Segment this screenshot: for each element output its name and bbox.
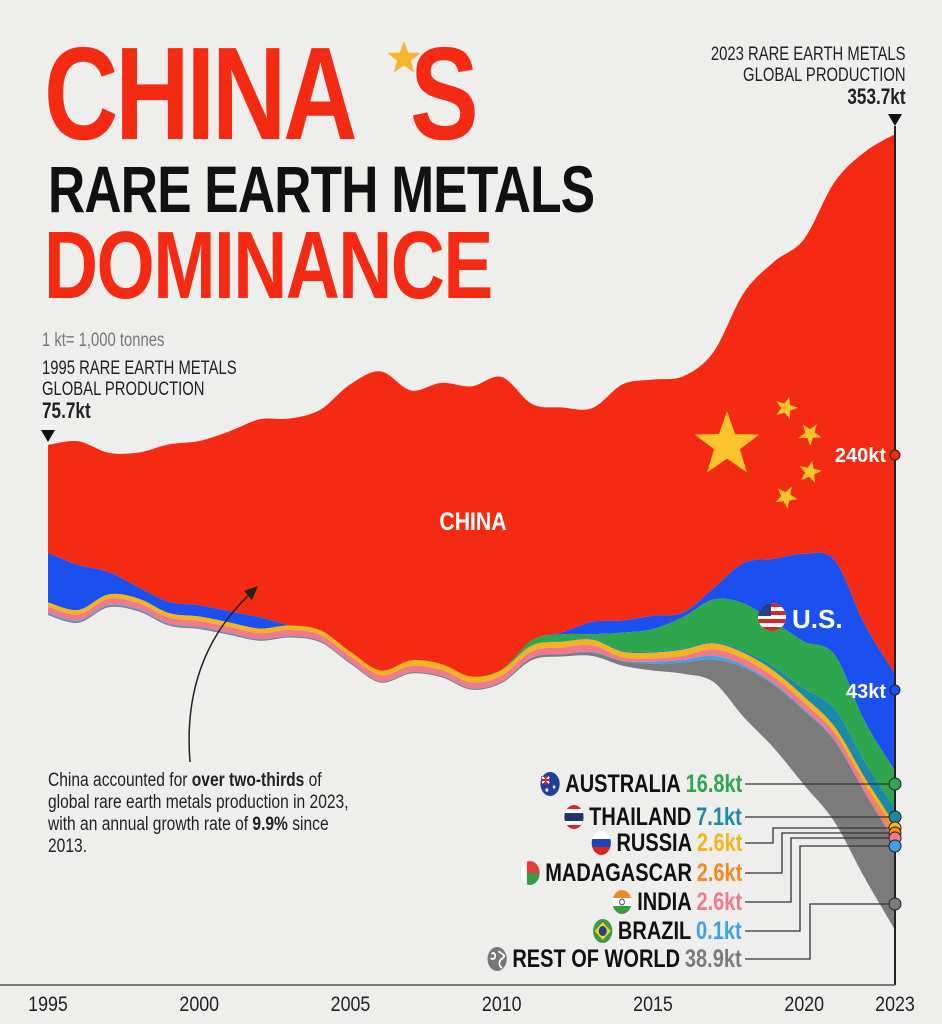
x-tick-label: 2010 [482, 993, 522, 1017]
series-value: 16.8kt [685, 769, 742, 798]
x-tick-label: 2023 [875, 993, 915, 1017]
note-text: China accounted for [48, 770, 192, 791]
leader-line [745, 837, 895, 903]
series-name: AUSTRALIA [564, 769, 681, 798]
globe-icon [487, 947, 508, 971]
australia-flag-icon [540, 772, 560, 796]
china-value-label: 240kt [835, 445, 886, 467]
series-label-brazil: BRAZIL 0.1kt [593, 916, 742, 945]
series-label-australia: AUSTRALIA 16.8kt [539, 769, 742, 798]
series-value: 0.1kt [696, 916, 742, 945]
india-flag-icon [612, 890, 632, 914]
series-value: 2.6kt [696, 887, 742, 916]
annotation-text: China accounted for over two-thirds of g… [48, 770, 360, 858]
start-label-line1: 1995 RARE EARTH METALS [42, 358, 237, 379]
end-label: 2023 RARE EARTH METALS GLOBAL PRODUCTION… [711, 44, 906, 109]
x-tick-label: 2005 [331, 993, 371, 1017]
series-area-china [48, 134, 895, 677]
start-label-line2: GLOBAL PRODUCTION [42, 379, 205, 400]
start-label-value: 75.7kt [42, 398, 91, 423]
series-area-india [48, 598, 895, 843]
title-suffix: S [410, 20, 479, 167]
series-name: BRAZIL [618, 916, 692, 945]
x-tick-label: 2000 [179, 993, 219, 1017]
thailand-flag-icon [564, 805, 584, 829]
star-icon [694, 411, 760, 473]
series-value: 7.1kt [696, 802, 742, 831]
leader-line [745, 845, 895, 932]
annotation-arrow [188, 591, 253, 763]
end-marker-dot [889, 449, 901, 461]
end-marker-dot [888, 777, 902, 791]
end-marker-icon [888, 114, 902, 126]
russia-flag-icon [591, 831, 611, 855]
end-marker-dot [888, 897, 902, 911]
leader-line [745, 903, 895, 960]
series-label-india: INDIA 2.6kt [612, 887, 742, 916]
series-area-u-s- [48, 552, 895, 771]
series-value: 2.6kt [696, 828, 742, 857]
series-label-rest-of-world: REST OF WORLD 38.9kt [487, 944, 742, 973]
x-tick-label: 2015 [633, 993, 673, 1017]
leader-line [745, 832, 895, 874]
star-icon [799, 460, 822, 483]
end-label-line1: 2023 RARE EARTH METALS [711, 44, 906, 65]
us-value-label: 43kt [846, 681, 886, 703]
series-value: 2.6kt [696, 858, 742, 887]
series-name: INDIA [637, 887, 692, 916]
china-series-label: CHINA [439, 507, 506, 535]
series-name: THAILAND [589, 802, 692, 831]
star-icon [776, 396, 798, 420]
arrow-head-icon [244, 586, 258, 600]
series-label-madagascar: MADAGASCAR 2.6kt [519, 858, 742, 887]
note-text: since 2013. [48, 814, 329, 857]
note-bold: over two-thirds [191, 770, 305, 791]
china-flag-stars-icon [694, 396, 822, 509]
note-text: of global rare earth metals production i… [48, 770, 349, 835]
end-marker-dot [888, 839, 902, 853]
star-icon [775, 486, 798, 509]
x-tick-label: 2020 [784, 993, 824, 1017]
unit-note: 1 kt= 1,000 tonnes [42, 330, 165, 351]
series-label-russia: RUSSIA 2.6kt [590, 828, 742, 857]
series-name: MADAGASCAR [544, 858, 692, 887]
note-bold: 9.9% [252, 814, 288, 835]
series-area-australia [48, 593, 895, 809]
start-label: 1995 RARE EARTH METALS GLOBAL PRODUCTION… [42, 358, 237, 423]
end-marker-dot [888, 810, 902, 824]
title-china: CHINA [44, 20, 358, 167]
series-area-russia [48, 593, 895, 831]
start-marker-icon [41, 430, 55, 442]
end-label-value: 353.7kt [847, 84, 906, 109]
series-name: REST OF WORLD [512, 944, 681, 973]
series-value: 38.9kt [685, 944, 742, 973]
end-label-line2: GLOBAL PRODUCTION [743, 65, 906, 86]
us-series-label: U.S. [792, 604, 843, 634]
x-tick-label: 1995 [28, 993, 68, 1017]
us-flag-icon [758, 603, 786, 631]
end-marker-dot [889, 684, 901, 696]
series-name: RUSSIA [616, 828, 692, 857]
brazil-flag-icon [593, 919, 613, 943]
title-line2: RARE EARTH METALS [48, 152, 595, 226]
title-line3: DOMINANCE [44, 212, 493, 319]
madagascar-flag-icon [520, 861, 540, 885]
star-icon [387, 41, 421, 73]
series-label-thailand: THAILAND 7.1kt [564, 802, 742, 831]
star-icon [798, 424, 822, 446]
leader-line [745, 827, 895, 844]
